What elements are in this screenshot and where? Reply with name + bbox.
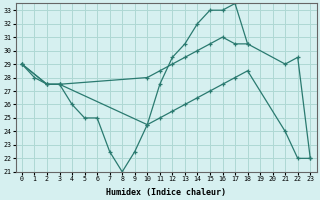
X-axis label: Humidex (Indice chaleur): Humidex (Indice chaleur) — [106, 188, 226, 197]
